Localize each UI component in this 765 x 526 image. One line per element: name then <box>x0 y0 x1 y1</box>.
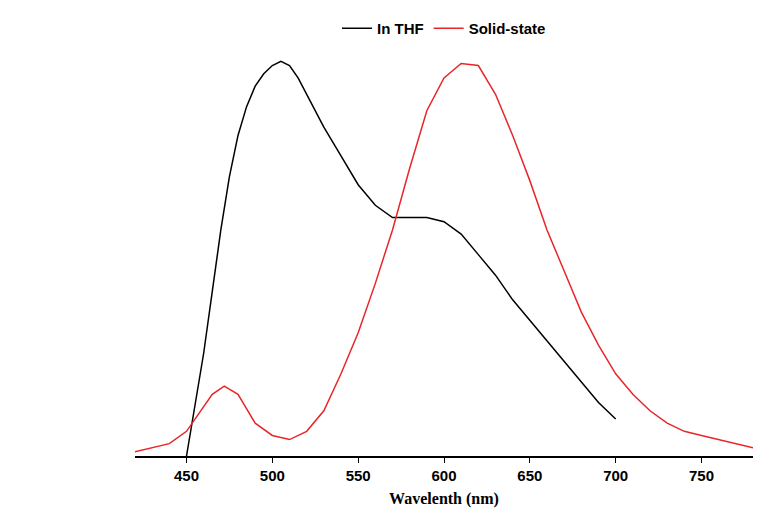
svg-text:450: 450 <box>174 467 199 484</box>
svg-text:500: 500 <box>260 467 285 484</box>
svg-text:Wavelenth (nm): Wavelenth (nm) <box>389 490 499 508</box>
svg-text:750: 750 <box>689 467 714 484</box>
svg-text:Solid-state: Solid-state <box>469 20 546 37</box>
svg-text:700: 700 <box>603 467 628 484</box>
svg-text:550: 550 <box>346 467 371 484</box>
svg-text:650: 650 <box>517 467 542 484</box>
svg-text:600: 600 <box>431 467 456 484</box>
svg-text:In THF: In THF <box>377 20 424 37</box>
